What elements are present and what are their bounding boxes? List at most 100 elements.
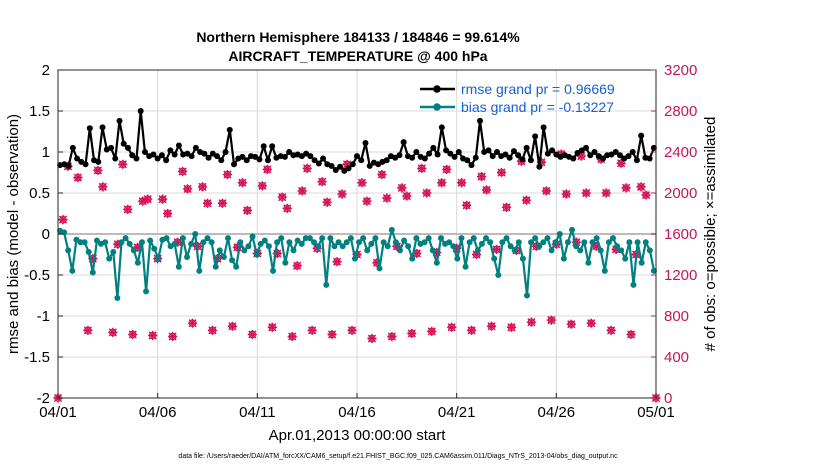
bias-point [433, 259, 440, 266]
obs-assimilated-marker [571, 237, 581, 247]
bias-point [368, 240, 375, 247]
obs-assimilated-marker [73, 173, 83, 183]
obs-assimilated-marker [422, 188, 432, 198]
rmse-point [638, 132, 645, 139]
rmse-point [264, 157, 271, 164]
rmse-series [57, 108, 657, 174]
bias-point [560, 255, 567, 262]
bias-point [155, 255, 162, 262]
bias-point [507, 243, 514, 250]
obs-assimilated-marker [407, 328, 417, 339]
bias-point [343, 239, 350, 246]
obs-assimilated-marker [83, 325, 93, 335]
bias-point [93, 237, 100, 244]
bias-point [347, 235, 354, 242]
bias-point [499, 239, 506, 246]
rmse-point [451, 153, 458, 160]
bias-point [65, 247, 72, 254]
obs-assimilated-marker [606, 325, 616, 335]
rmse-point [468, 162, 475, 169]
obs-assimilated-marker [267, 322, 277, 332]
rmse-point [226, 126, 233, 133]
bias-point [102, 239, 109, 246]
bias-point [528, 239, 535, 246]
bias-point [220, 253, 227, 260]
right-tick-label-3: 1200 [664, 267, 697, 284]
obs-assimilated-marker [197, 182, 208, 192]
right-tick-label-4: 1600 [664, 226, 697, 243]
chart-title-line2: AIRCRAFT_TEMPERATURE @ 400 hPa [228, 48, 487, 64]
bias-point [614, 243, 621, 250]
obs-assimilated-marker [367, 333, 377, 344]
rmse-point [502, 151, 509, 158]
rmse-point [188, 153, 195, 160]
x-tick-label-3: 04/16 [338, 404, 376, 421]
bias-point [388, 226, 395, 233]
bias-point [249, 233, 256, 240]
bias-point [503, 235, 510, 242]
bias-point [294, 237, 301, 244]
rmse-point [320, 155, 327, 162]
rmse-point [625, 153, 632, 160]
rmse-point [366, 162, 373, 169]
rmse-point [175, 142, 182, 149]
right-tick-label-7: 2800 [664, 103, 697, 120]
bias-point [573, 243, 580, 250]
rmse-point [443, 147, 450, 154]
rmse-point [65, 162, 72, 169]
obs-assimilated-marker [467, 325, 477, 335]
right-tick-label-5: 2000 [664, 185, 697, 202]
x-axis-ticks: 04/01 04/06 04/11 04/16 04/21 04/26 05/01 [39, 393, 675, 421]
obs-assimilated-marker [566, 319, 576, 329]
bias-point [85, 249, 92, 256]
bias-point [466, 239, 473, 246]
rmse-point [315, 160, 322, 167]
rmse-point [464, 157, 471, 164]
bias-point [397, 247, 404, 254]
rmse-point [434, 151, 441, 158]
obs-assimilated-marker [143, 194, 153, 204]
bias-point [569, 226, 576, 233]
bias-point [163, 235, 170, 242]
legend-bias-marker [433, 103, 441, 111]
bias-point [110, 249, 117, 256]
bias-point [483, 235, 490, 242]
obs-assimilated-marker [93, 165, 103, 176]
obs-assimilated-marker [88, 254, 98, 264]
legend: rmse grand pr = 0.96669 bias grand pr = … [420, 81, 615, 115]
bias-point [577, 247, 584, 254]
obs-assimilated-marker [302, 163, 312, 173]
rmse-point [108, 144, 115, 151]
bias-point [536, 243, 543, 250]
chart-title-line1: Northern Hemisphere 184133 / 184846 = 99… [196, 29, 520, 45]
bias-point [184, 253, 191, 260]
obs-assimilated-marker [601, 188, 611, 198]
obs-assimilated-marker [133, 242, 143, 252]
bias-point [130, 247, 137, 254]
obs-assimilated-marker [257, 181, 267, 191]
bias-point [634, 239, 641, 246]
obs-assimilated-marker [382, 193, 392, 203]
bias-point [323, 281, 330, 288]
bias-point [540, 239, 547, 246]
obs-assimilated-marker [402, 191, 412, 201]
rmse-point [540, 124, 547, 131]
obs-assimilated-marker [591, 241, 601, 251]
rmse-point [345, 165, 352, 172]
bias-point [122, 235, 129, 242]
bias-point [114, 294, 121, 301]
rmse-point [239, 153, 246, 160]
x-tick-label-5: 04/26 [538, 404, 576, 421]
obs-assimilated-marker [277, 192, 287, 202]
bias-point [89, 269, 96, 276]
bias-point [265, 243, 272, 250]
obs-assimilated-marker [611, 244, 621, 254]
bias-point [261, 237, 268, 244]
obs-assimilated-marker [506, 322, 517, 332]
obs-assimilated-marker [521, 195, 532, 205]
rmse-point [519, 156, 526, 163]
obs-assimilated-marker [342, 159, 352, 169]
obs-assimilated-marker [322, 197, 332, 207]
bias-point [392, 239, 399, 246]
obs-assimilated-marker [182, 184, 193, 194]
